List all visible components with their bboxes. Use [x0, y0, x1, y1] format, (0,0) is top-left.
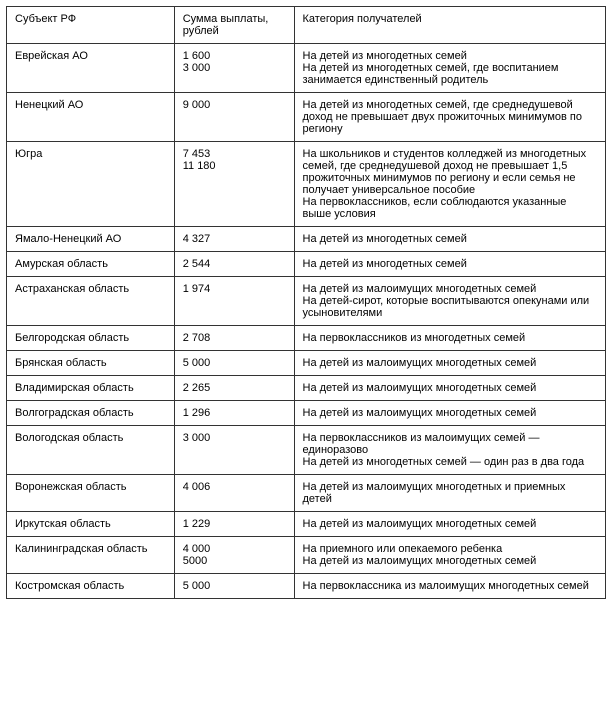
cell-category: На школьников и студентов колледжей из м…: [294, 142, 605, 227]
cell-subject: Иркутская область: [7, 512, 175, 537]
cell-category: На детей из многодетных семей, где средн…: [294, 93, 605, 142]
cell-amount: 1 974: [174, 277, 294, 326]
table-row: Вологодская область3 000На первоклассник…: [7, 426, 606, 475]
cell-category: На детей из малоимущих многодетных и при…: [294, 475, 605, 512]
cell-amount: 3 000: [174, 426, 294, 475]
cell-subject: Владимирская область: [7, 376, 175, 401]
cell-subject: Ямало-Ненецкий АО: [7, 227, 175, 252]
table-body: Еврейская АО1 600 3 000На детей из много…: [7, 44, 606, 599]
cell-amount: 1 600 3 000: [174, 44, 294, 93]
table-row: Югра7 453 11 180На школьников и студенто…: [7, 142, 606, 227]
column-header-category: Категория получателей: [294, 7, 605, 44]
cell-amount: 1 296: [174, 401, 294, 426]
cell-category: На детей из малоимущих многодетных семей: [294, 512, 605, 537]
cell-subject: Амурская область: [7, 252, 175, 277]
table-row: Ямало-Ненецкий АО4 327На детей из многод…: [7, 227, 606, 252]
cell-subject: Астраханская область: [7, 277, 175, 326]
cell-amount: 1 229: [174, 512, 294, 537]
table-header-row: Субъект РФ Сумма выплаты, рублей Категор…: [7, 7, 606, 44]
table-row: Амурская область2 544На детей из многоде…: [7, 252, 606, 277]
cell-amount: 7 453 11 180: [174, 142, 294, 227]
cell-subject: Белгородская область: [7, 326, 175, 351]
table-row: Калининградская область4 000 5000На прие…: [7, 537, 606, 574]
cell-amount: 5 000: [174, 574, 294, 599]
table-row: Белгородская область2 708На первоклассни…: [7, 326, 606, 351]
cell-amount: 4 000 5000: [174, 537, 294, 574]
cell-category: На первоклассников из многодетных семей: [294, 326, 605, 351]
cell-subject: Калининградская область: [7, 537, 175, 574]
cell-amount: 4 327: [174, 227, 294, 252]
cell-category: На первоклассников из малоимущих семей —…: [294, 426, 605, 475]
cell-category: На детей из многодетных семей: [294, 252, 605, 277]
cell-category: На детей из малоимущих многодетных семей: [294, 401, 605, 426]
payments-table: Субъект РФ Сумма выплаты, рублей Категор…: [6, 6, 606, 599]
table-row: Костромская область5 000На первоклассник…: [7, 574, 606, 599]
cell-subject: Брянская область: [7, 351, 175, 376]
cell-subject: Воронежская область: [7, 475, 175, 512]
cell-amount: 2 265: [174, 376, 294, 401]
cell-amount: 9 000: [174, 93, 294, 142]
table-row: Иркутская область1 229На детей из малоим…: [7, 512, 606, 537]
cell-subject: Ненецкий АО: [7, 93, 175, 142]
cell-amount: 2 544: [174, 252, 294, 277]
cell-category: На первоклассника из малоимущих многодет…: [294, 574, 605, 599]
cell-category: На детей из малоимущих многодетных семей…: [294, 277, 605, 326]
cell-subject: Еврейская АО: [7, 44, 175, 93]
table-row: Волгоградская область1 296На детей из ма…: [7, 401, 606, 426]
cell-category: На приемного или опекаемого ребенка На д…: [294, 537, 605, 574]
table-row: Еврейская АО1 600 3 000На детей из много…: [7, 44, 606, 93]
cell-category: На детей из малоимущих многодетных семей: [294, 351, 605, 376]
table-row: Ненецкий АО9 000На детей из многодетных …: [7, 93, 606, 142]
cell-category: На детей из многодетных семей На детей и…: [294, 44, 605, 93]
cell-amount: 4 006: [174, 475, 294, 512]
table-row: Воронежская область4 006На детей из мало…: [7, 475, 606, 512]
cell-subject: Вологодская область: [7, 426, 175, 475]
cell-subject: Югра: [7, 142, 175, 227]
column-header-subject: Субъект РФ: [7, 7, 175, 44]
cell-category: На детей из малоимущих многодетных семей: [294, 376, 605, 401]
column-header-amount: Сумма выплаты, рублей: [174, 7, 294, 44]
table-row: Владимирская область 2 265На детей из ма…: [7, 376, 606, 401]
cell-subject: Костромская область: [7, 574, 175, 599]
cell-amount: 5 000: [174, 351, 294, 376]
table-row: Брянская область5 000На детей из малоиму…: [7, 351, 606, 376]
cell-subject: Волгоградская область: [7, 401, 175, 426]
table-row: Астраханская область1 974На детей из мал…: [7, 277, 606, 326]
cell-category: На детей из многодетных семей: [294, 227, 605, 252]
cell-amount: 2 708: [174, 326, 294, 351]
